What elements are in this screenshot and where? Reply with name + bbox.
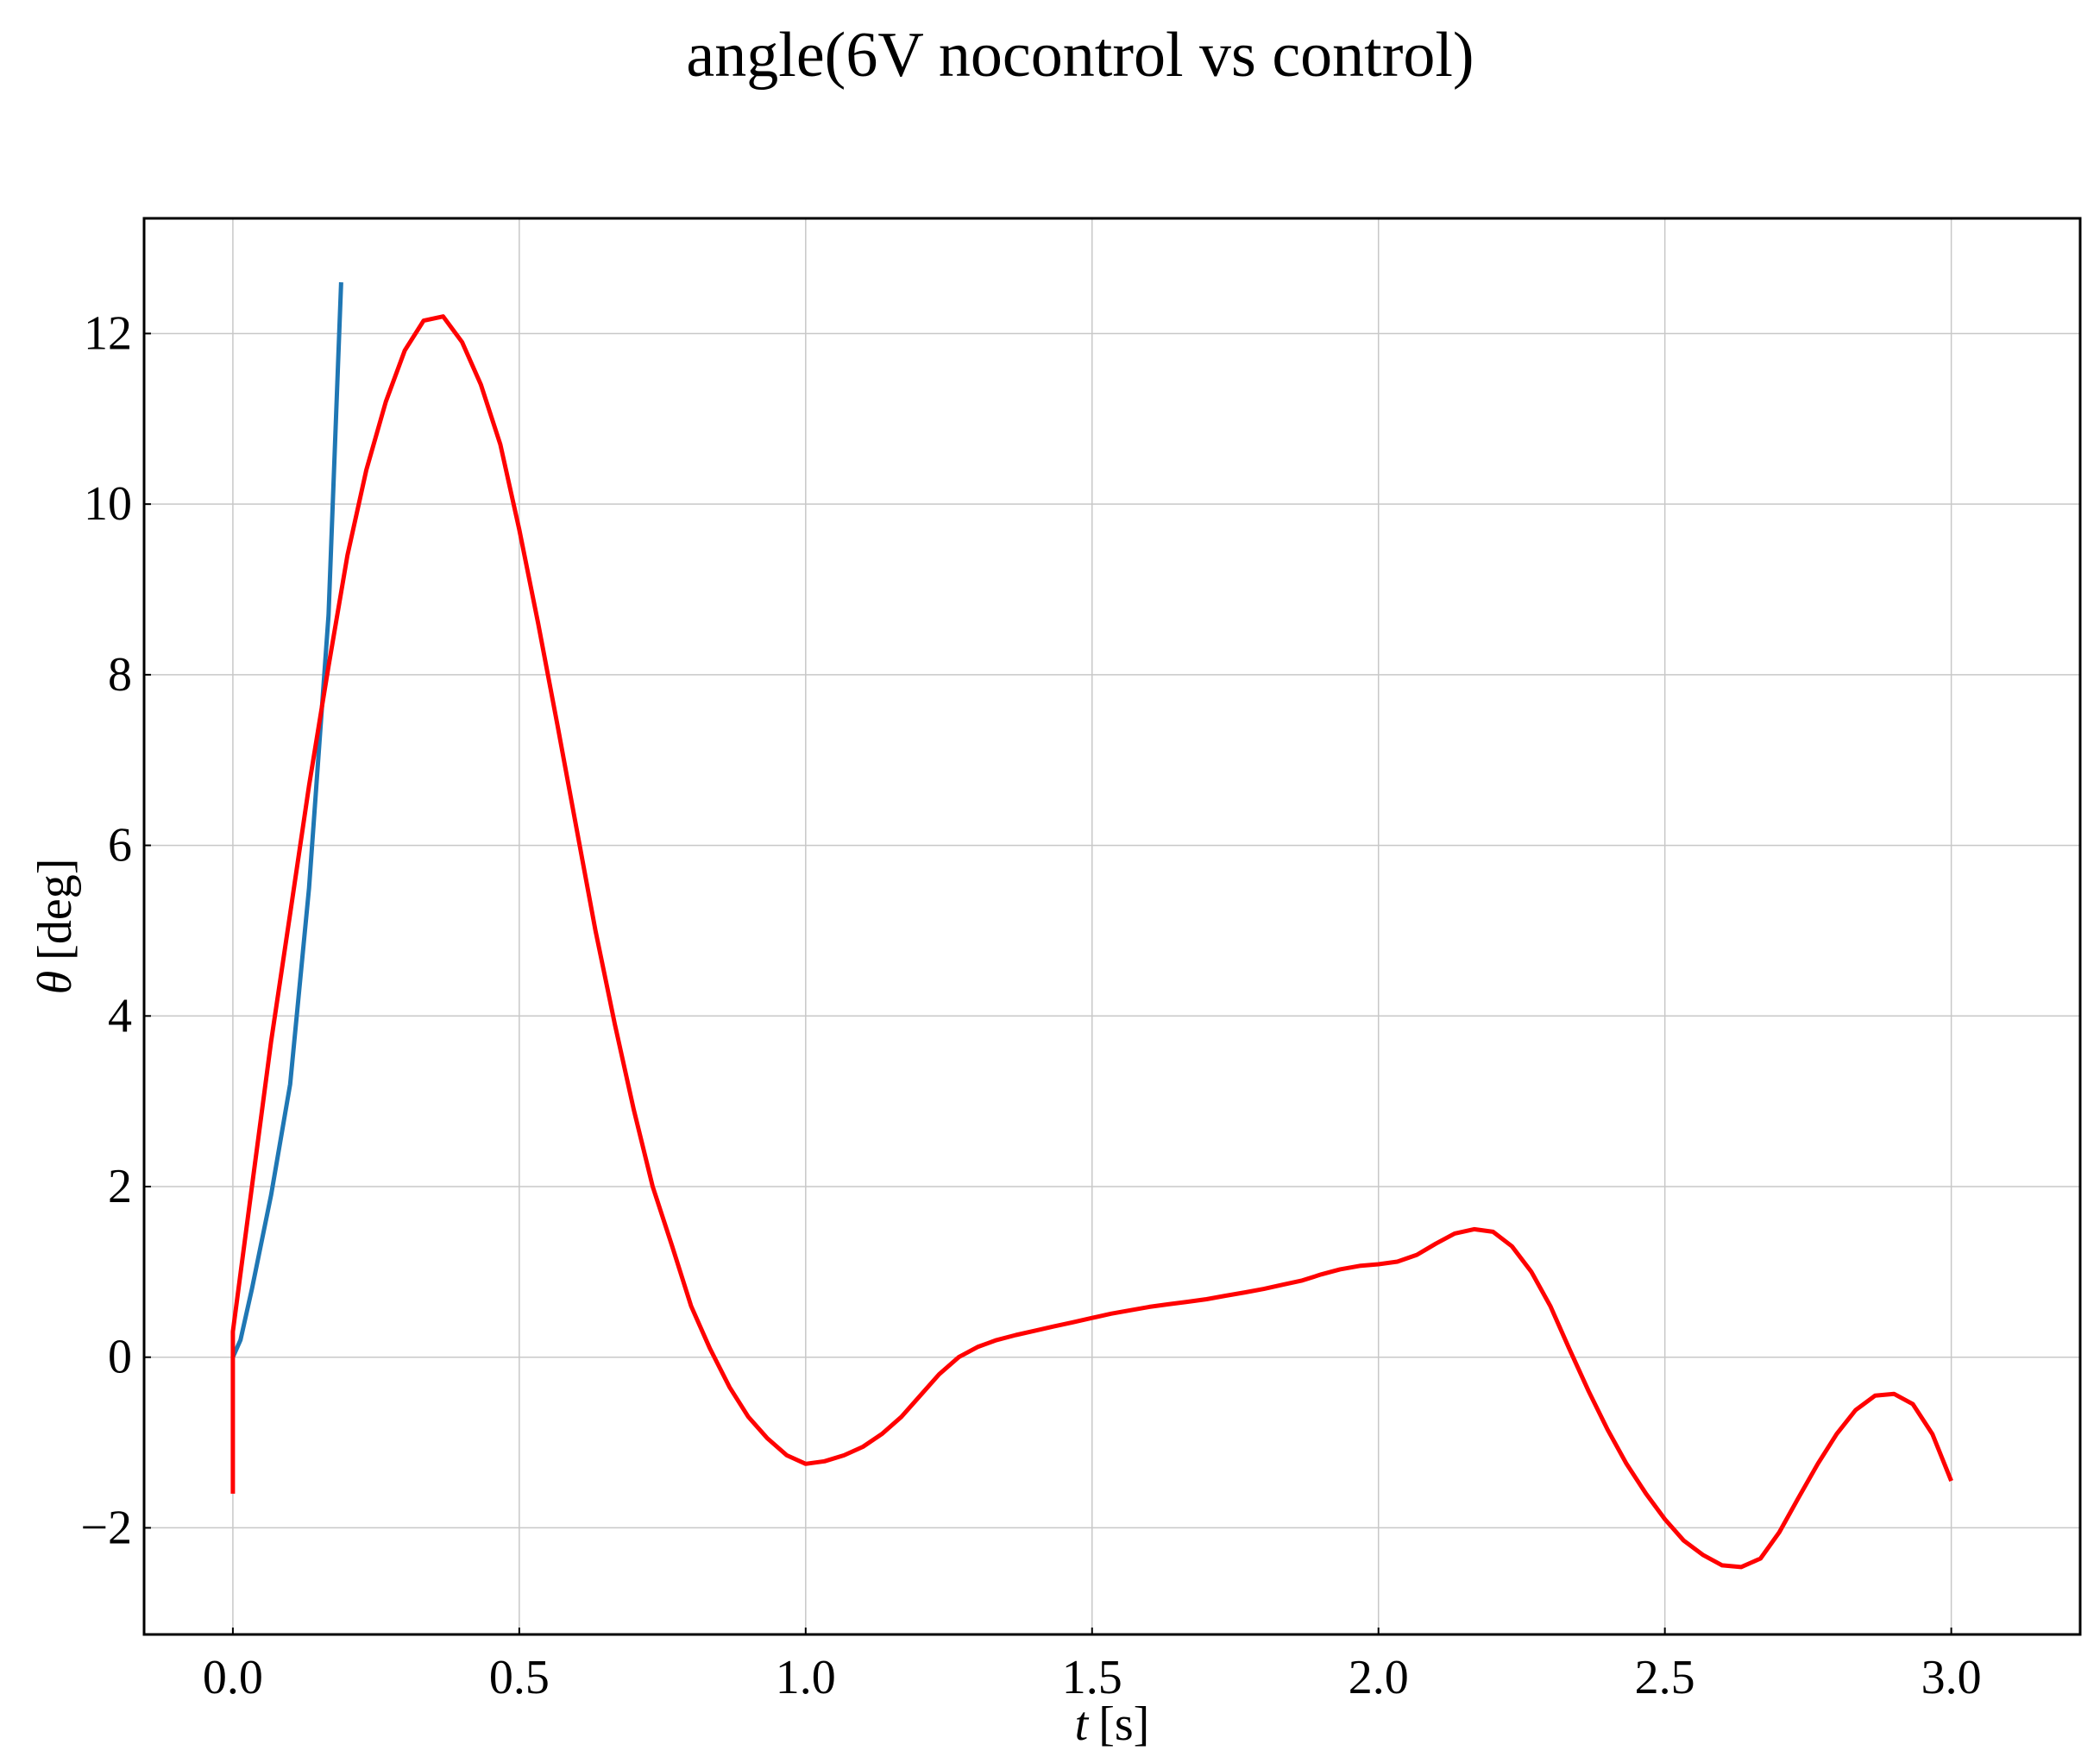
y-axis-unit: [deg] xyxy=(28,859,82,960)
x-tick-label: 1.5 xyxy=(1062,1651,1122,1704)
grid xyxy=(144,218,2080,1634)
y-axis-label: θ [deg] xyxy=(28,859,82,995)
y-tick-label: 4 xyxy=(108,989,132,1042)
y-tick-label: 0 xyxy=(108,1331,132,1384)
chart-title: angle(6V nocontrol vs control) xyxy=(686,20,1474,91)
plot-frame xyxy=(142,217,2082,1636)
x-tick-label: 3.0 xyxy=(1921,1651,1982,1704)
y-axis-variable: θ xyxy=(28,971,82,995)
x-axis-variable: t xyxy=(1075,1697,1090,1751)
y-tick-label: 8 xyxy=(108,648,132,702)
series-line-nocontrol xyxy=(230,282,343,1358)
x-axis-unit: [s] xyxy=(1098,1697,1149,1751)
x-tick-label: 1.0 xyxy=(776,1651,836,1704)
x-tick-label: 2.5 xyxy=(1635,1651,1695,1704)
series-line-control xyxy=(230,314,1953,1570)
x-tick-label: 0.0 xyxy=(203,1651,263,1704)
x-tick-label: 2.0 xyxy=(1349,1651,1409,1704)
y-tick-label: 6 xyxy=(108,819,132,872)
x-tick-label: 0.5 xyxy=(489,1651,550,1704)
y-tick-label: 12 xyxy=(84,306,132,360)
y-tick-label: 10 xyxy=(84,477,132,531)
axis-ticks: 0.0 0.5 1.0 1.5 2.0 2.5 3.0 −2 0 2 4 6 8 10 12 xyxy=(80,306,1981,1704)
y-tick-label: 2 xyxy=(108,1160,132,1213)
x-axis-label: t [s] xyxy=(1075,1697,1150,1751)
series-group xyxy=(230,282,1953,1570)
y-tick-label: −2 xyxy=(80,1501,132,1554)
